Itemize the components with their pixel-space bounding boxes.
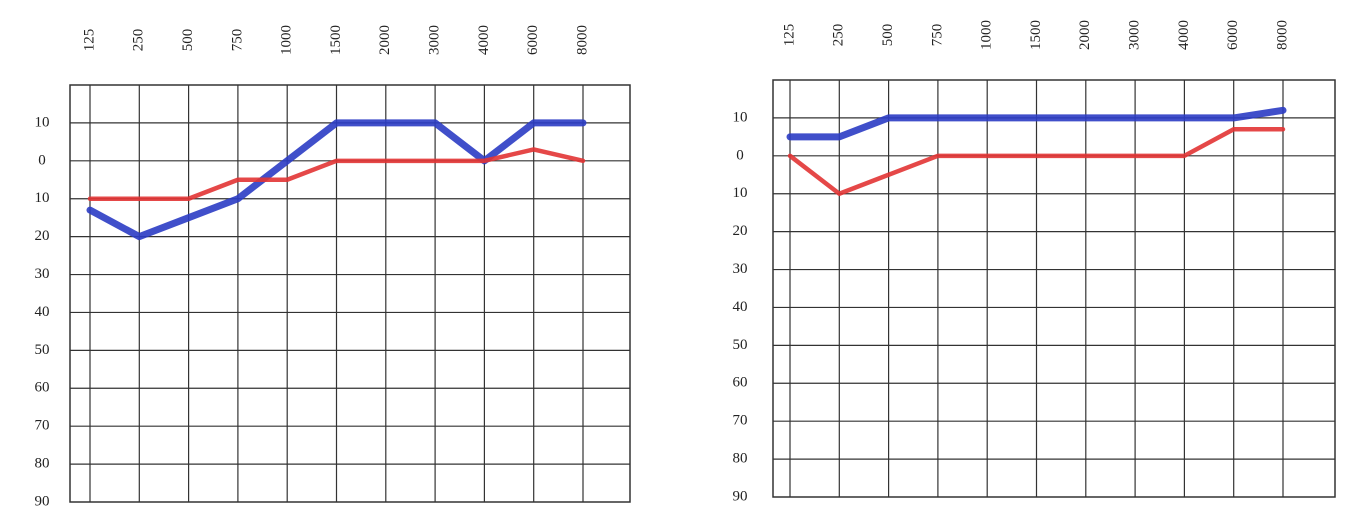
y-tick-label: 60 <box>35 380 50 396</box>
x-tick-label: 2000 <box>1077 20 1093 50</box>
y-tick-label: 40 <box>35 304 50 320</box>
x-tick-label: 6000 <box>1225 20 1241 50</box>
x-tick-label: 2000 <box>377 25 393 55</box>
y-tick-label: 10 <box>35 190 50 206</box>
x-tick-label: 4000 <box>476 25 492 55</box>
y-tick-label: 80 <box>35 456 50 472</box>
y-tick-label: 90 <box>733 488 748 504</box>
y-tick-label: 60 <box>733 375 748 391</box>
x-tick-label: 250 <box>831 24 847 47</box>
x-tick-label: 8000 <box>1274 20 1290 50</box>
y-tick-label: 10 <box>35 114 50 130</box>
y-tick-label: 70 <box>733 413 748 429</box>
y-tick-label: 20 <box>733 223 748 239</box>
x-tick-label: 3000 <box>1127 20 1143 50</box>
y-tick-label: 50 <box>35 342 50 358</box>
y-tick-label: 10 <box>733 109 748 125</box>
x-tick-label: 1000 <box>979 20 995 50</box>
x-tick-label: 125 <box>81 29 97 52</box>
x-tick-label: 750 <box>929 24 945 47</box>
x-tick-label: 125 <box>781 24 797 47</box>
x-tick-label: 3000 <box>427 25 443 55</box>
x-tick-label: 500 <box>880 24 896 47</box>
x-tick-label: 6000 <box>525 25 541 55</box>
x-tick-label: 1500 <box>328 25 344 55</box>
plot-frame <box>772 79 1336 498</box>
x-tick-label: 750 <box>229 29 245 52</box>
y-tick-label: 20 <box>35 228 50 244</box>
x-tick-label: 1500 <box>1028 20 1044 50</box>
y-tick-label: 30 <box>733 261 748 277</box>
x-tick-label: 250 <box>131 29 147 52</box>
y-tick-label: 70 <box>35 418 50 434</box>
y-tick-label: 0 <box>38 152 46 168</box>
series-line <box>87 147 586 201</box>
x-tick-label: 4000 <box>1176 20 1192 50</box>
y-tick-label: 10 <box>733 185 748 201</box>
y-tick-label: 80 <box>733 451 748 467</box>
series-line <box>787 127 1286 196</box>
x-tick-label: 1000 <box>279 25 295 55</box>
series-line <box>786 106 1287 141</box>
y-tick-label: 0 <box>736 147 744 163</box>
y-tick-label: 40 <box>733 299 748 315</box>
series-line <box>86 119 587 241</box>
y-tick-label: 90 <box>35 493 50 509</box>
y-tick-label: 50 <box>733 337 748 353</box>
x-tick-label: 8000 <box>574 25 590 55</box>
plot-frame <box>69 84 631 503</box>
x-tick-label: 500 <box>180 29 196 52</box>
y-tick-label: 30 <box>35 266 50 282</box>
